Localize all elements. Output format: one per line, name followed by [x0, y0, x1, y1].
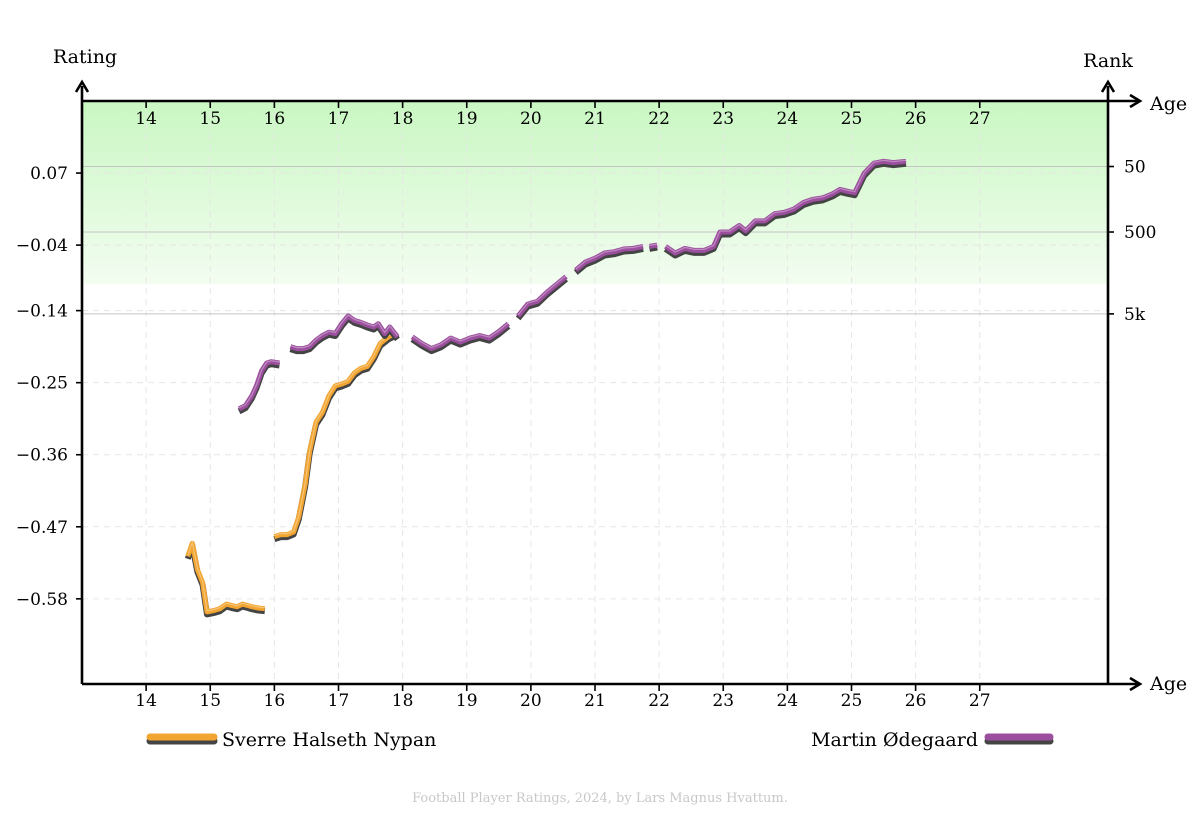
series-2-highlight	[238, 360, 280, 409]
credit-text: Football Player Ratings, 2024, by Lars M…	[412, 791, 788, 806]
x-tick-label-top: 14	[135, 109, 157, 129]
legend: Sverre Halseth Nypan Martin Ødegaard	[146, 729, 1054, 751]
tick-marks: 14 14 15 15 16 16 17 17 18 18 19 19 20 20 21 21 22 22 23 23…	[16, 101, 1156, 711]
series-lines	[184, 158, 907, 618]
right-axis-title: Rank	[1083, 50, 1133, 72]
right-axis-arrow	[1100, 79, 1116, 93]
x-tick-label-top: 18	[392, 109, 414, 129]
bottom-x-axis-arrow	[1129, 676, 1143, 692]
x-tick-label-bottom: 22	[648, 691, 670, 711]
y-tick-label: −0.47	[16, 518, 68, 538]
x-tick-label-bottom: 23	[712, 691, 734, 711]
legend-label-nypan: Sverre Halseth Nypan	[222, 729, 436, 751]
x-tick-label-bottom: 19	[456, 691, 478, 711]
y-tick-label: −0.04	[16, 236, 68, 256]
x-tick-label-top: 19	[456, 109, 478, 129]
x-tick-label-top: 22	[648, 109, 670, 129]
rank-tick-label: 500	[1124, 223, 1156, 243]
x-tick-label-bottom: 16	[264, 691, 286, 711]
series-2-line	[410, 321, 510, 352]
x-tick-label-bottom: 26	[905, 691, 927, 711]
series-2-highlight	[290, 314, 398, 349]
y-tick-label: −0.36	[16, 446, 68, 466]
series-2-line	[237, 359, 280, 412]
x-tick-label-top: 17	[328, 109, 350, 129]
x-tick-label-bottom: 20	[520, 691, 542, 711]
top-x-axis-title: Age	[1149, 93, 1187, 115]
series-2-highlight	[411, 322, 509, 349]
x-tick-label-top: 20	[520, 109, 542, 129]
x-tick-label-bottom: 24	[777, 691, 799, 711]
bottom-x-axis-title: Age	[1149, 673, 1187, 695]
legend-item-nypan: Sverre Halseth Nypan	[146, 729, 436, 751]
series-1-line	[185, 540, 266, 615]
series-2-line	[574, 243, 644, 272]
series-1-line	[273, 330, 398, 539]
x-tick-label-top: 24	[777, 109, 799, 129]
series-2-highlight	[665, 159, 907, 253]
y-tick-label: −0.25	[16, 374, 68, 394]
x-tick-label-top: 25	[841, 109, 863, 129]
rank-reference-lines	[82, 166, 1108, 315]
x-tick-label-top: 15	[199, 109, 221, 129]
x-tick-label-bottom: 17	[328, 691, 350, 711]
series-1-highlight	[274, 331, 397, 537]
x-tick-label-bottom: 25	[841, 691, 863, 711]
left-axis-arrow	[74, 79, 90, 93]
grid-lines	[82, 101, 1108, 684]
series-2-line	[516, 274, 568, 318]
rank-tick-label: 5k	[1124, 305, 1146, 325]
x-tick-label-top: 21	[584, 109, 606, 129]
x-tick-label-top: 26	[905, 109, 927, 129]
x-tick-label-bottom: 18	[392, 691, 414, 711]
x-tick-label-top: 16	[264, 109, 286, 129]
top-x-axis-arrow	[1129, 93, 1143, 109]
series-1-shadow	[273, 332, 398, 542]
x-tick-label-bottom: 14	[135, 691, 157, 711]
series-1-highlight	[187, 539, 265, 612]
series-2-highlight	[517, 275, 567, 316]
x-tick-label-top: 23	[712, 109, 734, 129]
x-tick-label-bottom: 21	[584, 691, 606, 711]
series-2-line	[664, 158, 907, 256]
y-tick-label: −0.58	[16, 590, 68, 610]
rank-tick-label: 50	[1124, 158, 1146, 178]
series-2-line	[289, 313, 400, 352]
left-axis-title: Rating	[53, 46, 117, 68]
x-tick-label-bottom: 15	[199, 691, 221, 711]
legend-item-odegaard: Martin Ødegaard	[811, 729, 1054, 751]
x-tick-label-bottom: 27	[969, 691, 991, 711]
series-2-line	[649, 242, 658, 249]
legend-label-odegaard: Martin Ødegaard	[811, 729, 978, 751]
y-tick-label: −0.14	[16, 302, 68, 322]
x-tick-label-top: 27	[969, 109, 991, 129]
y-tick-label: 0.07	[30, 164, 68, 184]
axes	[74, 79, 1143, 692]
series-2-highlight	[649, 243, 658, 246]
series-2-highlight	[575, 244, 644, 270]
